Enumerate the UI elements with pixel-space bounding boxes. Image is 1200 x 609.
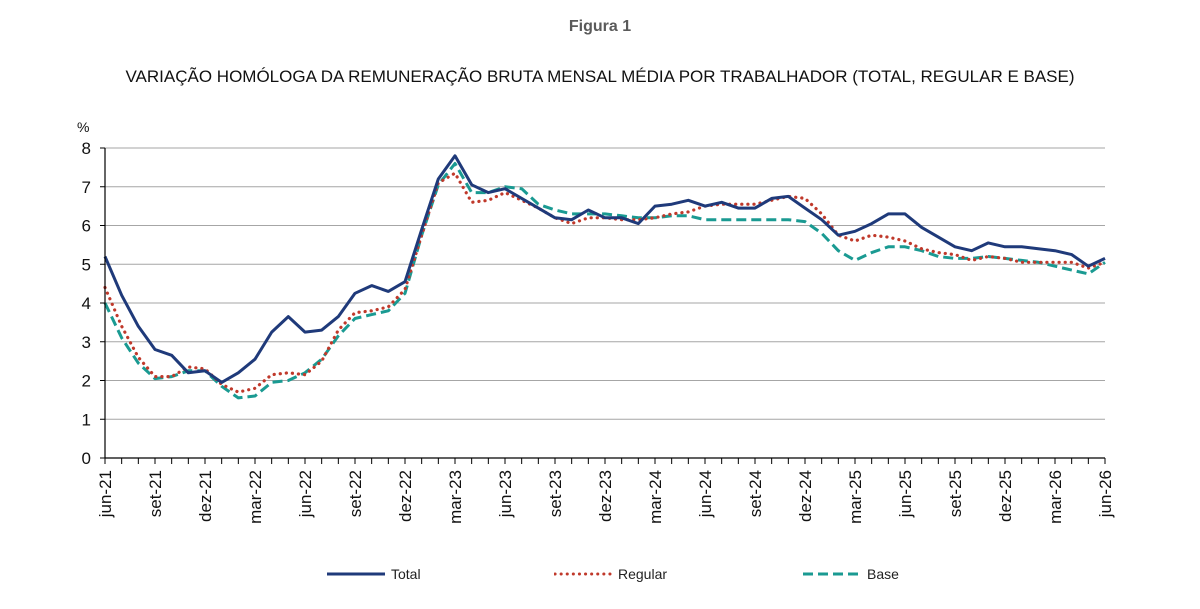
x-tick-label: set-25 — [946, 470, 965, 517]
y-axis-label: % — [77, 119, 89, 135]
x-tick-label: set-21 — [146, 470, 165, 517]
legend-swatch-regular — [554, 572, 612, 576]
y-tick-label: 8 — [82, 139, 91, 158]
x-tick-label: set-22 — [346, 470, 365, 517]
legend-item-base: Base — [803, 566, 899, 582]
x-tick-label: mar-25 — [846, 470, 865, 524]
legend-label-total: Total — [391, 566, 421, 582]
y-tick-label: 3 — [82, 333, 91, 352]
x-tick-label: dez-24 — [796, 470, 815, 522]
y-tick-label: 6 — [82, 217, 91, 236]
chart-title: VARIAÇÃO HOMÓLOGA DA REMUNERAÇÃO BRUTA M… — [125, 67, 1075, 86]
y-tick-label: 5 — [82, 255, 91, 274]
x-tick-label: dez-23 — [596, 470, 615, 522]
axes — [100, 147, 1106, 464]
x-tick-label: dez-21 — [196, 470, 215, 522]
x-tick-label: jun-23 — [496, 470, 515, 518]
x-tick-label: jun-21 — [96, 470, 115, 518]
legend-item-total: Total — [327, 566, 421, 582]
legend-label-regular: Regular — [618, 566, 668, 582]
series-line-base — [103, 162, 1106, 400]
x-tick-label: jun-24 — [696, 470, 715, 518]
series-lines — [103, 154, 1107, 400]
x-tick-label: set-24 — [746, 470, 765, 517]
y-tick-labels: 0 1 2 3 4 5 6 7 8 — [82, 139, 91, 468]
gridlines — [105, 147, 1105, 420]
y-tick-label: 1 — [82, 410, 91, 429]
y-tick-label: 7 — [82, 178, 91, 197]
legend-label-base: Base — [867, 566, 899, 582]
x-tick-label: set-23 — [546, 470, 565, 517]
x-tick-label: mar-26 — [1046, 470, 1065, 524]
x-tick-label: dez-22 — [396, 470, 415, 522]
x-tick-labels: jun-21 set-21 dez-21 mar-22 jun-22 set-22 dez-… — [96, 470, 1115, 524]
x-tick-label: jun-25 — [896, 470, 915, 518]
figure-label: Figura 1 — [568, 18, 632, 35]
x-tick-label: jun-22 — [296, 470, 315, 518]
legend-swatch-base — [803, 572, 861, 576]
x-tick-label: mar-23 — [446, 470, 465, 524]
series-line-total — [103, 154, 1106, 384]
legend: Total Regular Base — [0, 566, 1200, 586]
legend-item-regular: Regular — [554, 566, 667, 582]
y-tick-label: 2 — [82, 372, 91, 391]
x-tick-label: mar-24 — [646, 470, 665, 524]
x-tick-label: dez-25 — [996, 470, 1015, 522]
x-tick-label: mar-22 — [246, 470, 265, 524]
y-tick-label: 0 — [82, 449, 91, 468]
y-tick-label: 4 — [82, 294, 91, 313]
legend-swatch-total — [327, 572, 385, 576]
x-tick-label: jun-26 — [1096, 470, 1115, 518]
